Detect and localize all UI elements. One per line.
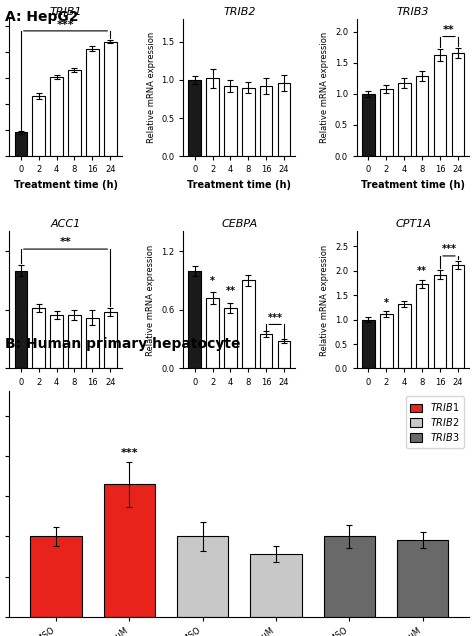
Bar — [324, 536, 375, 617]
Bar — [50, 315, 63, 368]
Text: **: ** — [443, 25, 455, 34]
Bar — [260, 86, 273, 156]
X-axis label: Treatment time (h): Treatment time (h) — [361, 392, 465, 402]
X-axis label: Treatment time (h): Treatment time (h) — [361, 180, 465, 190]
Bar — [224, 308, 237, 368]
Text: ***: *** — [441, 244, 456, 254]
Text: **: ** — [417, 266, 427, 277]
Title: ACC1: ACC1 — [50, 219, 81, 230]
Bar — [104, 484, 155, 617]
Bar — [398, 304, 410, 368]
Bar — [50, 77, 63, 156]
Text: **: ** — [226, 286, 236, 296]
Bar — [380, 314, 392, 368]
Legend: $\it{TRIB1}$, $\it{TRIB2}$, $\it{TRIB3}$: $\it{TRIB1}$, $\it{TRIB2}$, $\it{TRIB3}$ — [406, 396, 465, 448]
Bar — [206, 298, 219, 368]
Bar — [242, 280, 255, 368]
Bar — [398, 83, 410, 156]
Bar — [86, 317, 99, 368]
Bar — [15, 132, 27, 156]
Bar — [416, 76, 428, 156]
Y-axis label: Relative mRNA expression: Relative mRNA expression — [146, 244, 155, 356]
Y-axis label: Relative mRNA expression: Relative mRNA expression — [320, 32, 329, 143]
X-axis label: Treatment time (h): Treatment time (h) — [14, 392, 118, 402]
X-axis label: Treatment time (h): Treatment time (h) — [14, 180, 118, 190]
Bar — [362, 94, 375, 156]
Text: ***: *** — [268, 314, 283, 324]
Text: ***: *** — [120, 448, 138, 457]
Title: TRIB3: TRIB3 — [397, 7, 429, 17]
Text: *: * — [210, 276, 215, 286]
Bar — [68, 70, 81, 156]
Bar — [104, 41, 117, 156]
Bar — [32, 308, 45, 368]
Bar — [362, 319, 375, 368]
Bar — [250, 554, 301, 617]
Y-axis label: Relative mRNA expression: Relative mRNA expression — [320, 244, 329, 356]
Y-axis label: Relative mRNA expression: Relative mRNA expression — [146, 32, 155, 143]
Bar — [380, 89, 392, 156]
Text: ***: *** — [57, 20, 74, 30]
X-axis label: Treatment time (h): Treatment time (h) — [187, 392, 292, 402]
Bar — [32, 96, 45, 156]
Text: *: * — [384, 298, 389, 308]
Bar — [188, 80, 201, 156]
Bar — [416, 284, 428, 368]
Title: TRIB1: TRIB1 — [49, 7, 82, 17]
X-axis label: Treatment time (h): Treatment time (h) — [187, 180, 292, 190]
Bar — [434, 275, 447, 368]
Bar — [260, 335, 273, 368]
Text: B: Human primary hepatocyte: B: Human primary hepatocyte — [5, 337, 240, 351]
Bar — [452, 53, 464, 156]
Bar — [30, 536, 82, 617]
Bar — [278, 341, 291, 368]
Bar — [188, 271, 201, 368]
Title: CEBPA: CEBPA — [221, 219, 257, 230]
Title: CPT1A: CPT1A — [395, 219, 431, 230]
Bar — [242, 88, 255, 156]
Bar — [68, 315, 81, 368]
Bar — [224, 86, 237, 156]
Title: TRIB2: TRIB2 — [223, 7, 255, 17]
Bar — [177, 536, 228, 617]
Bar — [452, 265, 464, 368]
Text: A: HepG2: A: HepG2 — [5, 10, 78, 24]
Bar — [434, 55, 447, 156]
Bar — [86, 48, 99, 156]
Bar — [206, 78, 219, 156]
Text: **: ** — [60, 237, 72, 247]
Bar — [104, 312, 117, 368]
Bar — [278, 83, 291, 156]
Bar — [397, 541, 448, 617]
Bar — [15, 271, 27, 368]
